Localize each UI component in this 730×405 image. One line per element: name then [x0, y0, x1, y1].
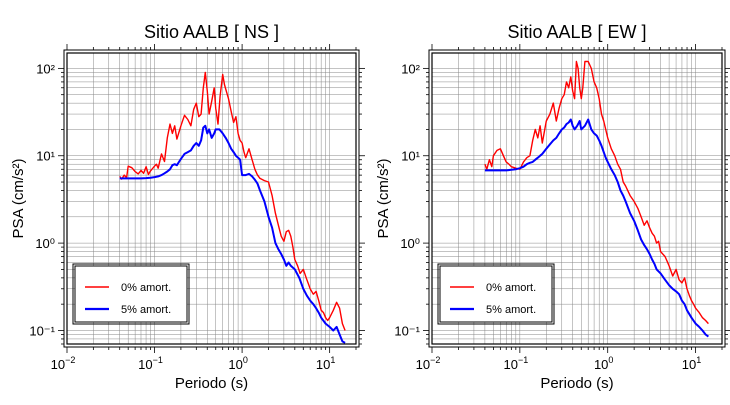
ns-series-0pct-line: [119, 71, 346, 331]
ew-y-tick-label: 10²: [401, 61, 420, 76]
ns-x-tick-label: 100: [228, 355, 247, 372]
ns-chart-title: Sitio AALB [ NS ]: [144, 22, 279, 42]
ns-legend: 0% amort. 5% amort.: [72, 263, 190, 325]
ns-y-tick-label: 10¹: [36, 149, 55, 164]
ns-y-tick-label: 10⁰: [35, 236, 55, 251]
ew-legend-label-5pct: 5% amort.: [486, 304, 536, 316]
ew-x-tick-label: 101: [682, 355, 701, 372]
ns-legend-frame-outer: [72, 263, 190, 325]
ew-legend-label-0pct: 0% amort.: [486, 282, 536, 294]
ew-legend: 0% amort. 5% amort.: [437, 263, 555, 325]
ew-x-tick-label: 10−2: [416, 355, 441, 372]
ns-plot-frame: [66, 52, 357, 345]
ew-y-tick-label: 10⁰: [400, 236, 420, 251]
ew-chart-title: Sitio AALB [ EW ]: [507, 22, 646, 42]
ns-grid: [67, 53, 356, 344]
ew-series-0pct-line: [484, 60, 709, 325]
ns-x-tick-label: 10−2: [51, 355, 76, 372]
ns-x-tick-label: 10−1: [138, 355, 163, 372]
ew-x-tick-label: 10−1: [503, 355, 528, 372]
ew-x-tick-label: 100: [594, 355, 613, 372]
ew-y-axis-label: PSA (cm/s²): [375, 158, 392, 238]
ew-tick-marks: [423, 44, 730, 353]
ns-y-tick-label: 10⁻¹: [29, 323, 55, 338]
ns-legend-box: [74, 265, 188, 323]
ew-plot-frame: [431, 52, 723, 345]
ew-series-5pct-line: [484, 118, 709, 338]
ns-y-axis-label: PSA (cm/s²): [10, 158, 27, 238]
ew-y-tick-label: 10¹: [401, 149, 420, 164]
ns-series-5pct-line: [119, 124, 346, 344]
ew-legend-frame-outer: [437, 263, 555, 325]
ns-legend-label-5pct: 5% amort.: [121, 304, 171, 316]
ns-x-tick-label: 101: [316, 355, 335, 372]
ns-y-tick-label: 10²: [36, 61, 55, 76]
ns-x-axis-label: Periodo (s): [175, 375, 248, 392]
ns-tick-marks: [58, 44, 365, 353]
ew-panel: Sitio AALB [ EW ] 10−2 10−1 100 101 10⁻¹ 10⁰ 10…: [375, 22, 730, 392]
ew-x-axis-label: Periodo (s): [540, 375, 613, 392]
ns-panel: Sitio AALB [ NS ] 10−2 10−1 100 101 10⁻¹ 10⁰ 10…: [10, 22, 365, 392]
ew-legend-box: [439, 265, 553, 323]
ns-legend-label-0pct: 0% amort.: [121, 282, 171, 294]
ew-y-tick-label: 10⁻¹: [394, 323, 420, 338]
ew-plot-frame-outer: [428, 49, 726, 348]
ns-plot-frame-outer: [63, 49, 360, 348]
